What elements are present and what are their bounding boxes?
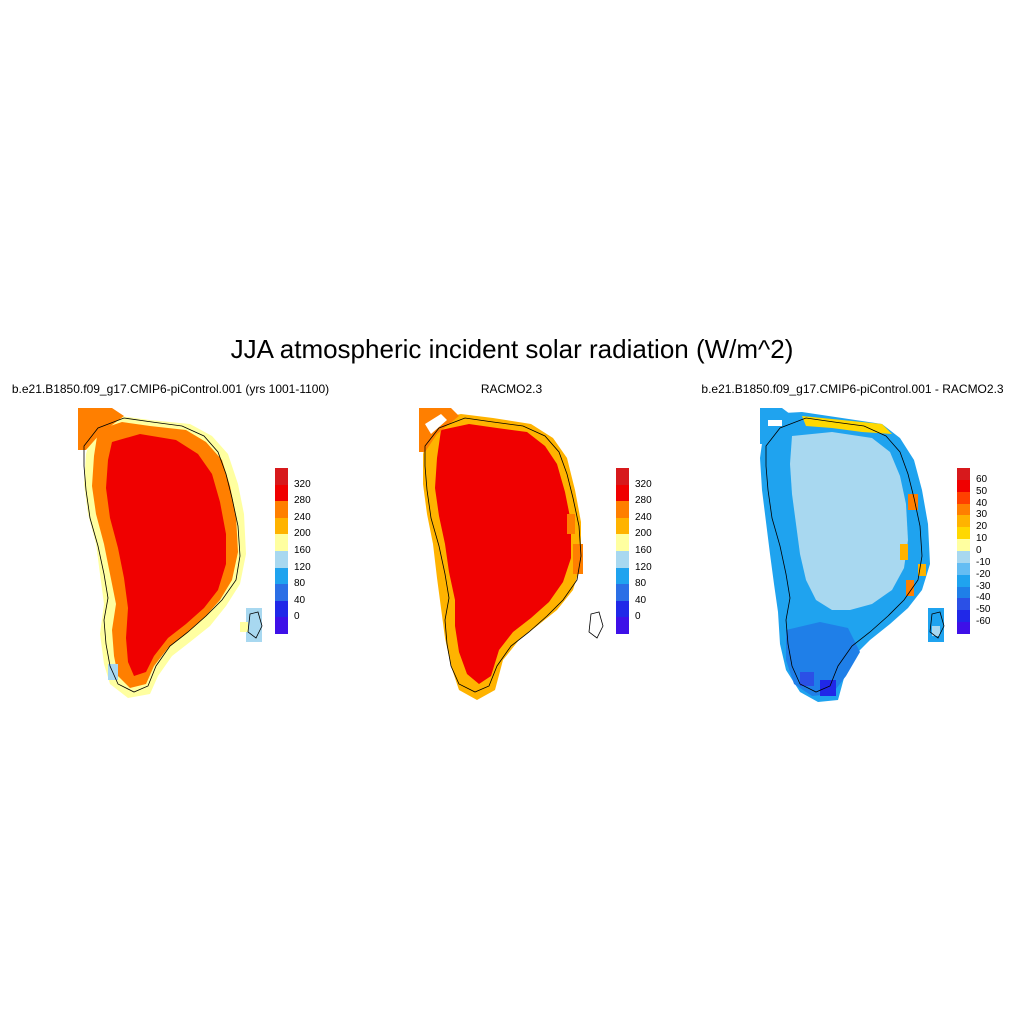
colorbar-tick-label: 0	[976, 545, 982, 556]
colorbar-swatch	[957, 610, 970, 623]
colorbar-swatch	[616, 484, 629, 502]
colorbar-swatch	[275, 534, 288, 552]
panel-model: b.e21.B1850.f09_g17.CMIP6-piControl.001 …	[0, 380, 341, 710]
colorbar-swatch	[275, 501, 288, 519]
colorbar-tick-label: -30	[976, 580, 991, 592]
colorbar-swatch	[275, 484, 288, 502]
colorbar-swatch	[616, 617, 629, 635]
colorbar-swatch	[275, 517, 288, 535]
colorbar-tick-label: 30	[976, 509, 988, 521]
colorbar-swatch	[275, 551, 288, 569]
panel-title: b.e21.B1850.f09_g17.CMIP6-piControl.001 …	[701, 382, 1004, 396]
colorbar-swatch	[957, 574, 970, 588]
coastline	[424, 417, 604, 693]
colorbar-tick-label: 200	[294, 528, 311, 540]
colorbar-tick-label: -60	[976, 616, 991, 628]
colorbar-tick-label: 40	[635, 594, 647, 606]
colorbar-swatch	[616, 501, 629, 519]
colorbar-swatch	[275, 617, 288, 635]
panel-obs: RACMO2.3 320 280 240 200 160 120 80 40 0	[341, 380, 682, 710]
colorbar-swatch	[616, 534, 629, 552]
ice-sheet-field	[78, 408, 262, 698]
colorbar-tick-label: 160	[635, 545, 652, 556]
colorbar-swatch	[957, 491, 970, 505]
colorbar-tick-label: 240	[635, 511, 652, 523]
colorbar-tick-label: 80	[635, 578, 647, 590]
colorbar-swatch	[957, 468, 970, 481]
colorbar-swatch	[616, 551, 629, 569]
colorbar-swatch	[957, 503, 970, 516]
colorbar-tick-label: 20	[976, 521, 988, 533]
colorbar-tick-label: 60	[976, 473, 988, 485]
colorbar-tick-label: 50	[976, 485, 988, 497]
colorbar-swatch	[275, 600, 288, 618]
colorbar-tick-label: 160	[294, 545, 311, 556]
colorbar-tick-label: 320	[294, 478, 311, 490]
coastline	[83, 417, 263, 693]
colorbar-swatch	[957, 586, 970, 599]
colorbar-tick-label: 320	[635, 478, 652, 490]
panel-title: RACMO2.3	[480, 382, 543, 396]
colorbar-swatch	[957, 539, 970, 552]
greenland-map	[78, 408, 263, 698]
colorbar-swatch	[957, 515, 970, 528]
greenland-map	[760, 408, 945, 702]
colorbar-tick-label: -10	[976, 556, 991, 568]
colorbar-swatch	[275, 584, 288, 602]
colorbar-tick-label: 0	[635, 611, 641, 623]
colorbar-tick-label: 40	[294, 594, 306, 606]
greenland-map	[419, 408, 604, 700]
colorbar-swatch	[616, 517, 629, 535]
colorbar-swatch	[957, 527, 970, 540]
colorbar-tick-label: 10	[976, 533, 988, 545]
colorbar-swatch	[957, 622, 970, 635]
colorbar-tick-label: 40	[976, 497, 988, 509]
colorbar-tick-label: 80	[294, 578, 306, 590]
colorbar-swatch	[616, 468, 629, 486]
panel-diff: b.e21.B1850.f09_g17.CMIP6-piControl.001 …	[682, 380, 1023, 710]
colorbar-swatch	[275, 567, 288, 585]
colorbar-swatch	[957, 598, 970, 611]
colorbar-tick-label: 120	[635, 561, 652, 573]
colorbar-tick-label: -20	[976, 568, 991, 580]
colorbar-swatch	[616, 567, 629, 585]
colorbar-swatch	[616, 584, 629, 602]
ice-sheet-field	[419, 408, 583, 700]
colorbar-tick-label: -40	[976, 592, 991, 604]
colorbar-tick-label: -50	[976, 604, 991, 616]
colorbar-swatch	[957, 562, 970, 576]
colorbar-swatch	[957, 479, 970, 493]
colorbar-swatch	[616, 600, 629, 618]
colorbar-swatch	[275, 468, 288, 486]
difference-field	[760, 408, 944, 702]
colorbar-tick-label: 200	[635, 528, 652, 540]
colorbar-swatch	[957, 551, 970, 564]
colorbar-tick-label: 240	[294, 511, 311, 523]
panel-title: b.e21.B1850.f09_g17.CMIP6-piControl.001 …	[11, 382, 330, 396]
colorbar-tick-label: 280	[635, 495, 652, 507]
figure-title: JJA atmospheric incident solar radiation…	[230, 334, 794, 364]
colorbar-tick-label: 280	[294, 495, 311, 507]
colorbar-tick-label: 120	[294, 561, 311, 573]
colorbar-tick-label: 0	[294, 611, 300, 623]
coastline	[765, 417, 945, 693]
